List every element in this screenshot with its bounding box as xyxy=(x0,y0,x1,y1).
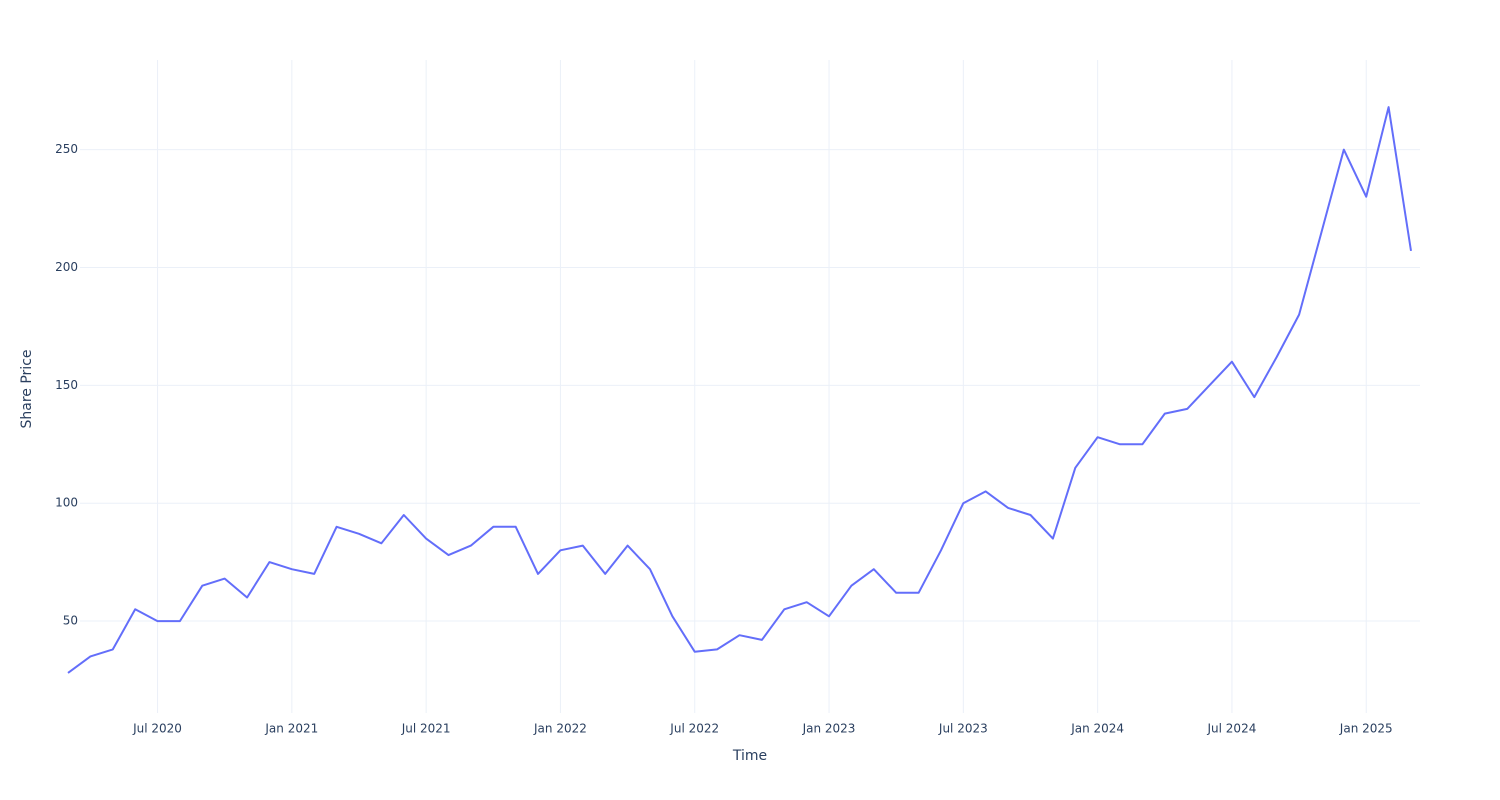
x-tick-label: Jul 2023 xyxy=(938,722,988,736)
y-tick-label: 100 xyxy=(55,496,78,510)
x-tick-label: Jul 2021 xyxy=(401,722,451,736)
x-tick-label: Jan 2023 xyxy=(802,722,856,736)
x-tick-label: Jul 2024 xyxy=(1207,722,1257,736)
y-tick-label: 50 xyxy=(63,614,78,628)
x-axis-label: Time xyxy=(732,748,767,764)
x-tick-label: Jan 2025 xyxy=(1339,722,1393,736)
y-tick-label: 150 xyxy=(55,378,78,392)
price-line xyxy=(67,106,1412,674)
x-tick-label: Jan 2022 xyxy=(533,722,587,736)
x-tick-label: Jul 2020 xyxy=(132,722,182,736)
y-tick-label: 250 xyxy=(55,142,78,156)
y-axis-label: Share Price xyxy=(19,349,35,428)
y-tick-label: 200 xyxy=(55,260,78,274)
x-tick-label: Jan 2024 xyxy=(1070,722,1124,736)
x-tick-label: Jan 2021 xyxy=(264,722,318,736)
x-tick-label: Jul 2022 xyxy=(669,722,719,736)
